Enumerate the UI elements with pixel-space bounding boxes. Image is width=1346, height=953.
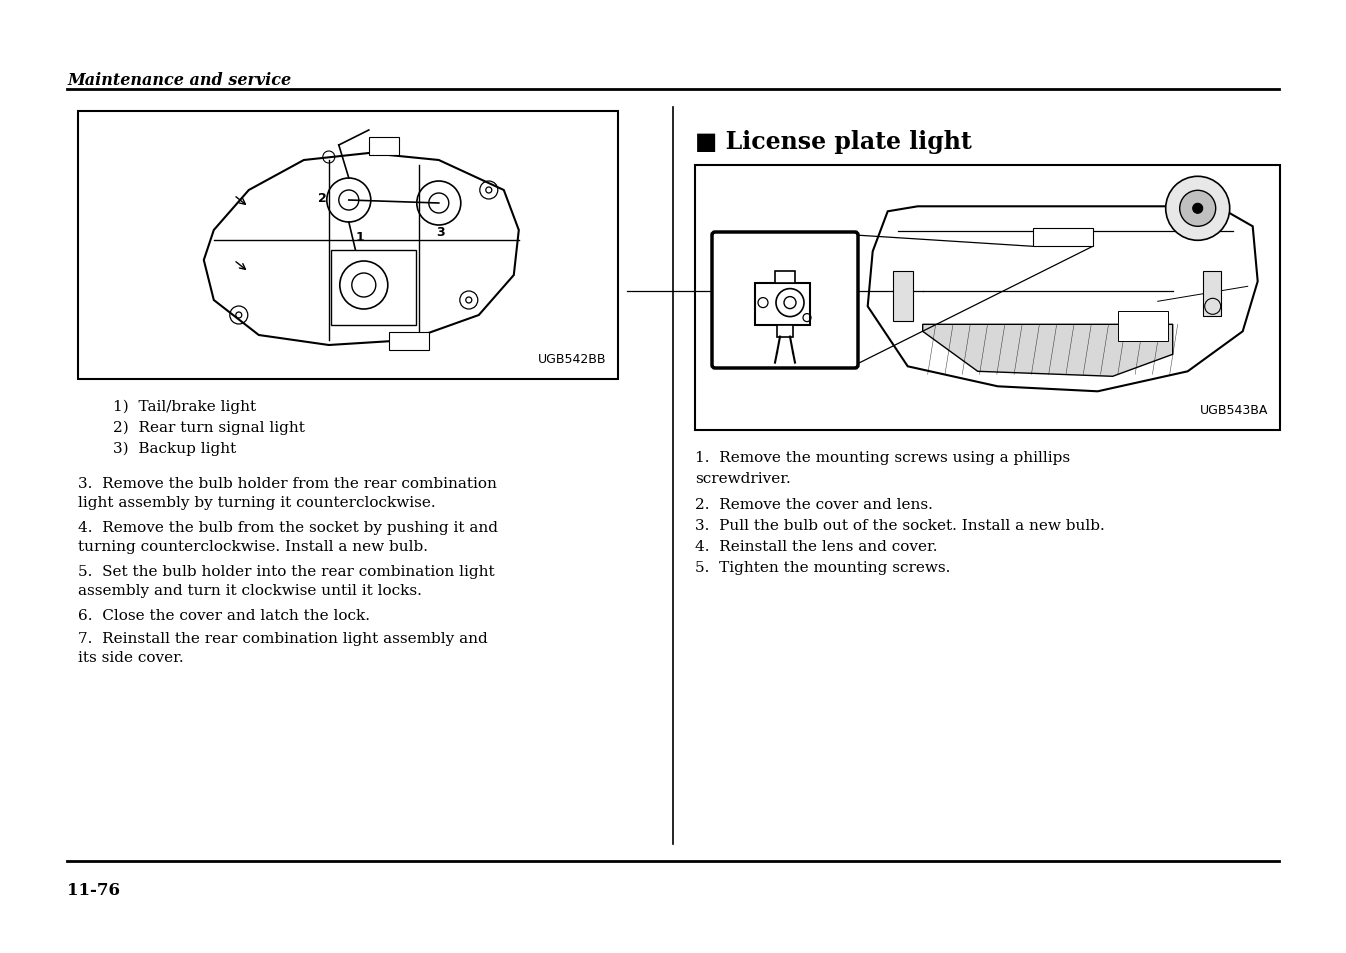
Bar (389, 333, 429, 351)
Text: UGB543BA: UGB543BA (1199, 403, 1268, 416)
Text: screwdriver.: screwdriver. (695, 472, 790, 485)
Bar (777, 325, 793, 337)
Text: 4.  Reinstall the lens and cover.: 4. Reinstall the lens and cover. (695, 539, 938, 554)
Bar (78, 112, 618, 379)
Text: 3.  Pull the bulb out of the socket. Install a new bulb.: 3. Pull the bulb out of the socket. Inst… (695, 518, 1105, 533)
Bar (1117, 312, 1168, 342)
Bar (369, 138, 398, 156)
Circle shape (1193, 204, 1203, 214)
Polygon shape (923, 325, 1172, 376)
Text: 4.  Remove the bulb from the socket by pushing it and
turning counterclockwise. : 4. Remove the bulb from the socket by pu… (78, 520, 498, 554)
Text: 3.  Remove the bulb holder from the rear combination
light assembly by turning i: 3. Remove the bulb holder from the rear … (78, 476, 497, 510)
Text: 6.  Close the cover and latch the lock.: 6. Close the cover and latch the lock. (78, 608, 370, 622)
Text: 5.  Set the bulb holder into the rear combination light
assembly and turn it clo: 5. Set the bulb holder into the rear com… (78, 564, 494, 598)
Text: 7.  Reinstall the rear combination light assembly and
its side cover.: 7. Reinstall the rear combination light … (78, 631, 487, 664)
Text: 1: 1 (355, 231, 365, 244)
Circle shape (1166, 177, 1230, 241)
Text: 3: 3 (436, 225, 446, 238)
Text: 3)  Backup light: 3) Backup light (113, 441, 237, 456)
Bar (775, 272, 795, 283)
Bar (331, 251, 416, 326)
Text: Maintenance and service: Maintenance and service (67, 71, 291, 89)
Text: UGB542BB: UGB542BB (537, 353, 606, 366)
Text: ■ License plate light: ■ License plate light (695, 130, 972, 153)
Bar (892, 272, 913, 322)
Bar (695, 166, 1280, 431)
Text: 2)  Rear turn signal light: 2) Rear turn signal light (113, 420, 306, 435)
Circle shape (1179, 192, 1215, 227)
Text: 5.  Tighten the mounting screws.: 5. Tighten the mounting screws. (695, 560, 950, 575)
Bar (1032, 229, 1093, 247)
Text: 2: 2 (319, 193, 327, 205)
Bar (755, 283, 810, 325)
Text: 2.  Remove the cover and lens.: 2. Remove the cover and lens. (695, 497, 933, 512)
Bar (1203, 272, 1221, 317)
Text: 11-76: 11-76 (67, 882, 120, 898)
Text: 1)  Tail/brake light: 1) Tail/brake light (113, 399, 256, 414)
Text: 1.  Remove the mounting screws using a phillips: 1. Remove the mounting screws using a ph… (695, 451, 1070, 464)
FancyBboxPatch shape (712, 233, 857, 369)
